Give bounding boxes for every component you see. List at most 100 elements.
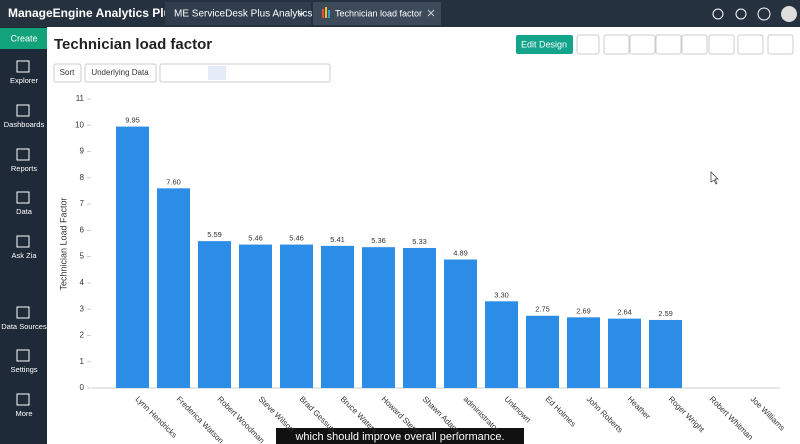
bell-icon[interactable] — [712, 8, 724, 20]
icon-button[interactable] — [737, 34, 764, 55]
value-label: 5.46 — [289, 234, 304, 243]
value-label: 2.75 — [535, 305, 550, 314]
nav-label[interactable]: More — [15, 409, 32, 418]
y-tick-label: 3 — [80, 304, 85, 313]
edit-design-label[interactable]: Edit Design — [521, 39, 567, 49]
bar[interactable] — [649, 319, 682, 388]
sort-button[interactable] — [53, 63, 82, 83]
bar[interactable] — [198, 241, 231, 388]
bar[interactable] — [321, 245, 354, 388]
y-tick-label: 6 — [80, 225, 85, 234]
bar[interactable] — [567, 317, 600, 388]
y-tick-label: 5 — [80, 252, 85, 261]
bar[interactable] — [485, 301, 518, 388]
bar[interactable] — [608, 318, 641, 388]
y-tick-label: 11 — [76, 94, 85, 103]
gear-icon[interactable] — [735, 8, 747, 20]
value-label: 2.64 — [617, 308, 632, 317]
value-label: 5.33 — [412, 237, 427, 246]
nav-icon[interactable] — [16, 306, 30, 319]
sidebar: Create Explorer Dashboards Reports Data Ask … — [0, 27, 47, 444]
nav-label[interactable]: Dashboards — [4, 120, 45, 129]
x-tick-label: Joe Williams — [749, 395, 787, 433]
nav-icon[interactable] — [16, 349, 30, 362]
bar[interactable] — [157, 188, 190, 388]
avatar[interactable] — [781, 6, 797, 22]
nav-label[interactable]: Explorer — [10, 76, 38, 85]
tab-label[interactable]: Technician load factor — [335, 8, 422, 18]
tab-label[interactable]: ME ServiceDesk Plus Analytics — [174, 9, 312, 20]
nav-icon[interactable] — [16, 235, 30, 248]
x-tick-label: Lynn Hendricks — [134, 395, 179, 440]
nav-label[interactable]: Data — [16, 207, 33, 216]
help-icon[interactable] — [757, 7, 771, 21]
nav-icon[interactable] — [16, 104, 30, 117]
bar[interactable] — [444, 259, 477, 388]
cursor — [710, 171, 719, 185]
bar[interactable] — [280, 244, 313, 388]
sort-label[interactable]: Sort — [60, 68, 75, 77]
y-tick-label: 7 — [80, 199, 85, 208]
bar[interactable] — [526, 315, 559, 388]
icon-button[interactable] — [708, 34, 735, 55]
chart-type-picker[interactable] — [159, 63, 331, 83]
icon-button[interactable] — [576, 34, 600, 55]
create-label[interactable]: Create — [10, 33, 37, 43]
value-label: 7.60 — [166, 177, 181, 186]
value-label: 3.30 — [494, 290, 509, 299]
x-tick-label: Ed Holmes — [544, 395, 578, 429]
tab[interactable] — [165, 2, 311, 25]
chart-type-selected — [208, 66, 226, 80]
value-label: 2.69 — [576, 306, 591, 315]
tab-icon — [328, 10, 330, 18]
icon-button[interactable] — [603, 34, 630, 55]
close-icon[interactable] — [427, 9, 435, 17]
bar[interactable] — [403, 247, 436, 388]
edit-design-button[interactable] — [516, 35, 573, 54]
icon-buttons — [576, 34, 794, 55]
icon-button[interactable] — [681, 34, 708, 55]
logo: ManageEngine Analytics Plus — [8, 6, 178, 20]
caption-bg — [276, 428, 524, 444]
caption: which should improve overall performance… — [294, 431, 504, 443]
value-label: 5.41 — [330, 235, 345, 244]
tab-active[interactable] — [313, 2, 441, 25]
value-label: 5.36 — [371, 236, 386, 245]
x-tick-label: Unknown — [503, 395, 533, 425]
report-title: Technician load factor — [54, 36, 212, 53]
underlying-data-button[interactable] — [84, 63, 157, 83]
x-tick-label: Robert Whitman — [708, 395, 755, 442]
x-tick-label: Heather — [626, 395, 653, 422]
bar[interactable] — [239, 244, 272, 388]
nav-icon[interactable] — [16, 393, 30, 406]
nav-label[interactable]: Ask Zia — [11, 251, 37, 260]
y-tick-label: 0 — [80, 383, 85, 392]
tab-icon — [322, 9, 324, 18]
y-tick-label: 9 — [80, 147, 85, 156]
y-tick-label: 8 — [80, 173, 85, 182]
chevron — [297, 11, 305, 16]
underlying-data-label[interactable]: Underlying Data — [91, 68, 149, 77]
y-tick-label: 4 — [80, 278, 85, 287]
icon-button[interactable] — [629, 34, 656, 55]
bar[interactable] — [362, 247, 395, 388]
nav-icon[interactable] — [16, 148, 30, 161]
bar[interactable] — [116, 126, 149, 388]
x-tick-label: administrator — [462, 395, 501, 434]
y-tick-label: 1 — [80, 357, 85, 366]
icon-button[interactable] — [655, 34, 682, 55]
value-label: 9.95 — [125, 116, 140, 125]
y-tick-label: 10 — [75, 120, 84, 129]
nav-label[interactable]: Reports — [11, 164, 38, 173]
x-tick-label: Roger Wright — [667, 395, 707, 435]
nav-icon[interactable] — [16, 60, 30, 73]
nav-label[interactable]: Data Sources — [1, 322, 47, 331]
y-tick-label: 2 — [80, 331, 85, 340]
nav-label[interactable]: Settings — [10, 365, 37, 374]
y-axis-label: Technician Load Factor — [58, 197, 68, 290]
icon-button[interactable] — [767, 34, 794, 55]
create-button[interactable] — [0, 28, 47, 49]
value-label: 4.89 — [453, 249, 468, 258]
nav-icon[interactable] — [16, 191, 30, 204]
